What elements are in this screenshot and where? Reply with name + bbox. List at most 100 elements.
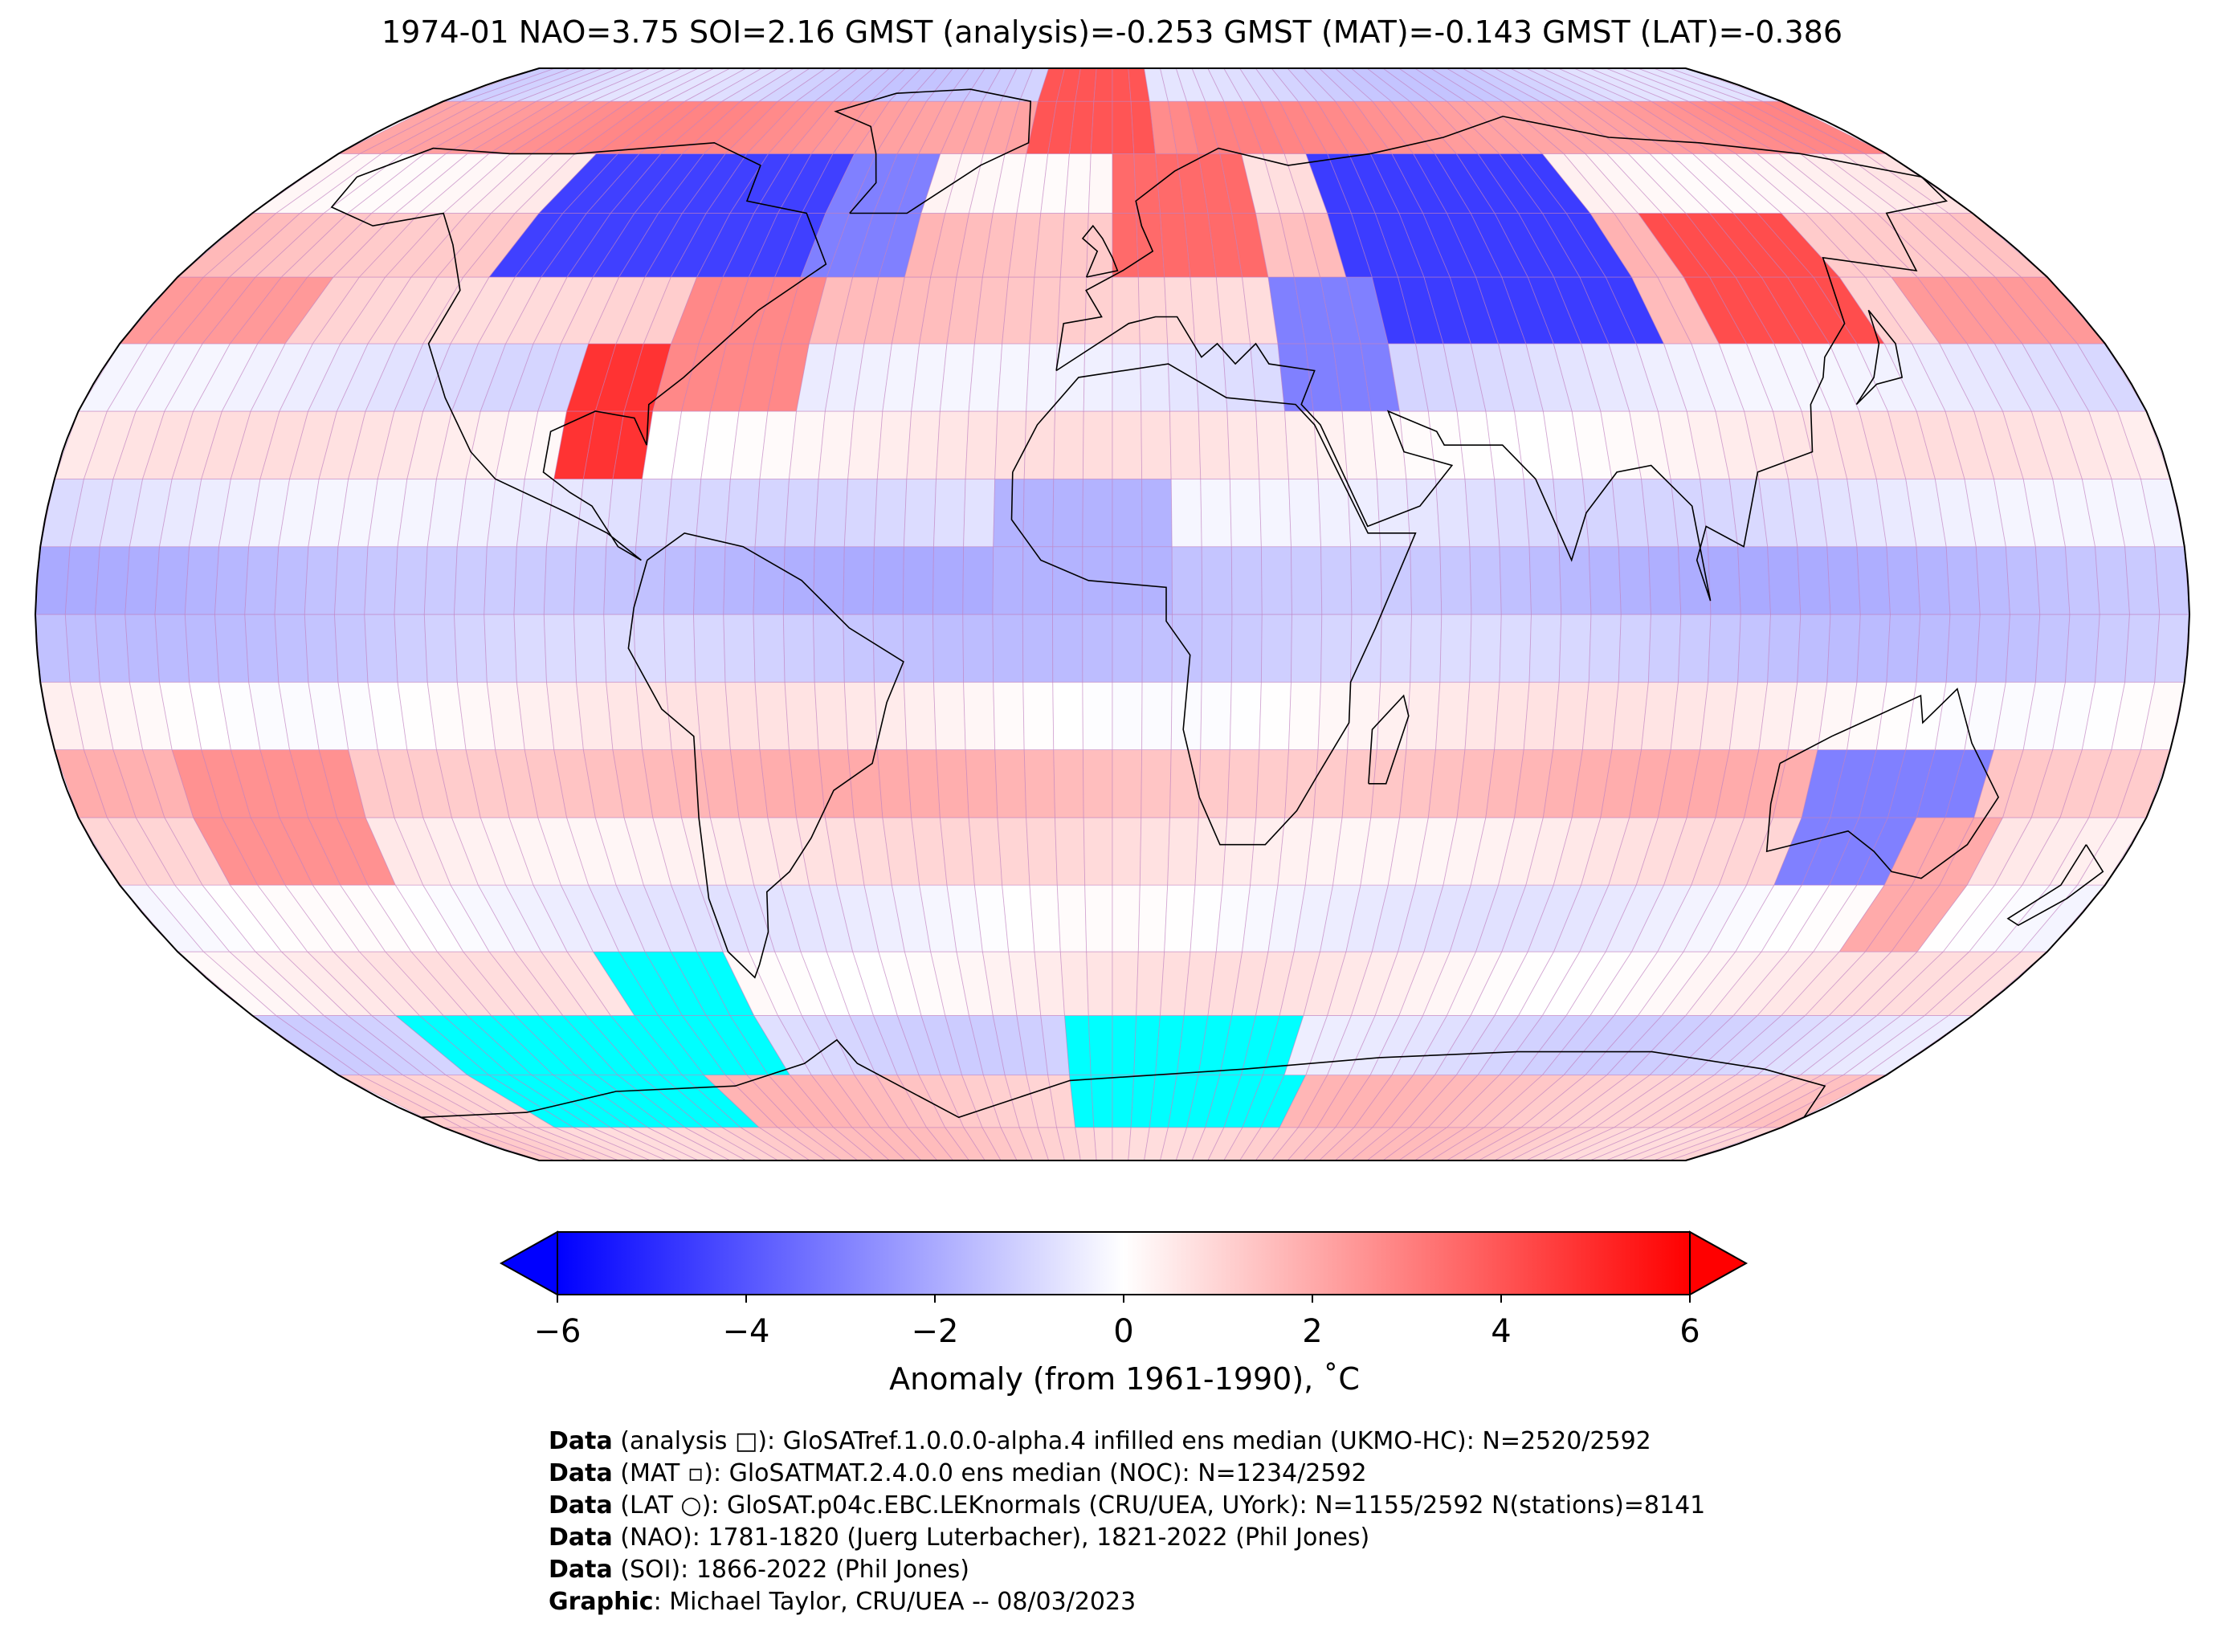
credit-line: Data (analysis □): GloSATref.1.0.0.0-alp… [549,1426,1705,1458]
grid-cell [1075,68,1097,102]
credit-text: (SOI): 1866-2022 (Phil Jones) [612,1556,969,1584]
grid-cell [536,68,635,102]
grid-cell [1056,68,1081,102]
colorbar-tick-label: 4 [1491,1313,1512,1350]
grid-cell [869,68,923,102]
grid-cell [1669,68,1782,102]
grid-cell [1414,68,1486,102]
colorbar-tick-label: 6 [1679,1313,1700,1350]
grid-cell [1037,68,1066,102]
coastline-antarctica [420,1038,1826,1119]
coastline-australia [1765,687,2000,879]
coastline-eurasia [1055,116,1949,602]
grid-cell [554,68,651,102]
grid-cell [1191,68,1225,102]
grid-cell [1112,68,1132,102]
credit-text: (NAO): 1781-1820 (Juerg Luterbacher), 18… [612,1524,1370,1552]
credit-key: Data [549,1556,613,1584]
grid-cell [1398,68,1467,102]
grid-cell [1429,68,1504,102]
map-title: 1974-01 NAO=3.75 SOI=2.16 GMST (analysis… [381,14,1843,50]
grid-cell [1381,68,1449,102]
grid-cell [1175,68,1206,102]
colorbar [499,1230,1749,1303]
credits: Data (analysis □): GloSATref.1.0.0.0-alp… [549,1426,1705,1618]
grid-cell [1365,68,1430,102]
anomaly-grid [35,68,2189,1160]
grid-cell [832,68,891,102]
colorbar-tick-label: −4 [722,1313,770,1350]
coastline-japan [1855,309,1904,406]
grid-cell [1239,68,1281,102]
grid-cell [720,68,796,102]
grid-cell [702,68,780,102]
grid-cell [1573,68,1671,102]
colorbar-tick-label: −6 [533,1313,582,1350]
coastline-new-zealand [2006,844,2104,927]
grid-cell [1445,68,1523,102]
grid-cell [1494,68,1577,102]
grid-cell [851,68,907,102]
grid-cell [1510,68,1596,102]
grid-cell [1159,68,1188,102]
grid-cell [1318,68,1374,102]
grid-cell [944,68,986,102]
grid-cell [1302,68,1356,102]
grid-cell [963,68,1002,102]
colorbar-gradient [557,1231,1691,1295]
grid-cell [2154,614,2189,683]
grid-cell [443,68,556,102]
grid-cell [1606,68,1708,102]
grid-cell [666,68,747,102]
colorbar-extend-low [499,1230,558,1296]
grid-cell [479,68,587,102]
colorbar-tick-label: 0 [1113,1313,1134,1350]
grid-cell [925,68,970,102]
coastline-africa [1010,363,1417,846]
grid-cell [1000,68,1034,102]
colorbar-extend-high [1689,1230,1749,1296]
grid-cell [1557,68,1652,102]
grid-cell [1638,68,1745,102]
grid-cell [1653,68,1764,102]
grid-cell [1207,68,1243,102]
grid-cell [1255,68,1300,102]
credit-key: Data [549,1427,613,1455]
grid-cell [647,68,731,102]
grid-cell [776,68,843,102]
credit-key: Data [549,1491,613,1519]
coastline-britain [1081,224,1119,278]
colorbar-label: Anomaly (from 1961-1990), ˚C [889,1361,1360,1397]
credit-text: (MAT ▫): GloSATMAT.2.4.0.0 ens median (N… [612,1459,1367,1487]
grid-cell [684,68,764,102]
credit-line: Data (LAT ○): GloSAT.p04c.EBC.LEKnormals… [549,1490,1705,1522]
grid-cell [739,68,811,102]
colorbar-tick-label: −2 [911,1313,959,1350]
map-boundary [34,67,2191,1161]
grid-cell [1622,68,1726,102]
credit-line: Data (SOI): 1866-2022 (Phil Jones) [549,1554,1705,1586]
grid-cell [1526,68,1615,102]
grid-cell [1589,68,1689,102]
coastline-madagascar [1368,694,1410,785]
credit-line: Graphic: Michael Taylor, CRU/UEA -- 08/0… [549,1586,1705,1618]
grid-cell [1128,68,1150,102]
credit-text: (analysis □): GloSATref.1.0.0.0-alpha.4 … [612,1427,1651,1455]
grid-cell [795,68,859,102]
grid-cell [499,68,603,102]
grid-cell [757,68,827,102]
coastline-north-america [330,141,827,561]
grid-cell [1478,68,1559,102]
coastline-greenland [834,88,1032,214]
grid-cell [1334,68,1393,102]
grid-cell [1350,68,1411,102]
grid-cell [1461,68,1540,102]
credit-text: (LAT ○): GloSAT.p04c.EBC.LEKnormals (CRU… [612,1491,1706,1519]
grid-cell [1223,68,1262,102]
credit-key: Data [549,1459,613,1487]
global-anomaly-map [34,67,2191,1161]
grid-cell [461,68,572,102]
grid-cell [1093,68,1113,102]
credit-key: Data [549,1524,613,1552]
grid-cell [814,68,875,102]
